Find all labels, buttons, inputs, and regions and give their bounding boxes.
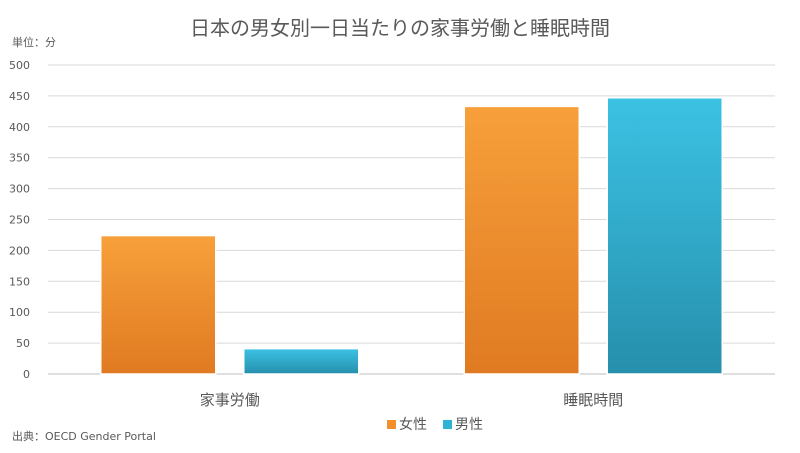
- y-tick-label: 400: [9, 121, 30, 134]
- bars-layer: [100, 97, 723, 375]
- category-label: 睡眠時間: [563, 391, 623, 409]
- chart-title: 日本の男女別一日当たりの家事労働と睡眠時間: [190, 16, 610, 40]
- y-tick-label: 50: [16, 337, 30, 350]
- legend-label-female: 女性: [399, 416, 427, 433]
- bar-male-1: [243, 347, 360, 375]
- y-tick-label: 250: [9, 214, 30, 227]
- y-tick-label: 350: [9, 152, 30, 165]
- y-tick-label: 200: [9, 244, 30, 257]
- legend-swatch-female: [387, 420, 396, 429]
- category-labels: 家事労働 睡眠時間: [200, 391, 624, 409]
- source-note: 出典：OECD Gender Portal: [12, 429, 156, 443]
- y-tick-label: 450: [9, 90, 30, 103]
- bar-female-1: [100, 234, 217, 375]
- y-tick-label: 500: [9, 59, 30, 72]
- bar-male-2: [606, 97, 723, 375]
- bar-female-2: [463, 105, 580, 375]
- unit-label: 単位：分: [12, 35, 56, 49]
- y-tick-label: 150: [9, 275, 30, 288]
- legend-swatch-male: [443, 420, 452, 429]
- y-tick-label: 0: [23, 368, 30, 381]
- y-tick-label: 100: [9, 306, 30, 319]
- legend: 女性 男性: [387, 416, 483, 433]
- category-label: 家事労働: [200, 391, 260, 409]
- legend-label-male: 男性: [455, 417, 483, 433]
- y-tick-label: 300: [9, 183, 30, 196]
